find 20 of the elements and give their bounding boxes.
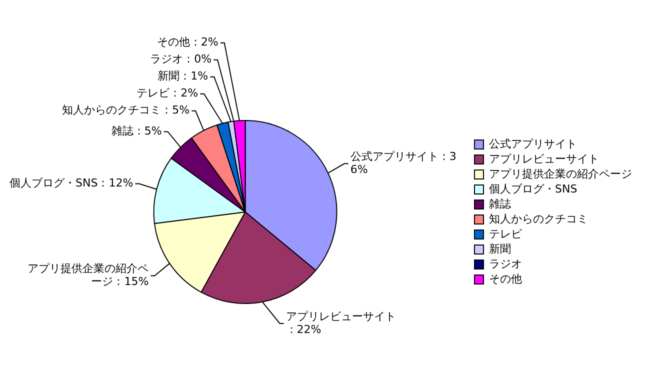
legend-label: 雑誌 [489,197,511,210]
text: ラジオ：0% [150,52,212,66]
legend-label: 知人からのクチコミ [489,212,588,226]
legend-label: 新聞 [489,242,511,256]
legend-label: その他 [489,272,522,286]
data-label: 個人ブログ・SNS：12% [10,176,134,190]
data-label: アプリ提供企業の紹介ページ：15% [28,262,149,288]
legend-label: 個人ブログ・SNS [489,182,578,196]
legend-label: アプリ提供企業の紹介ページ [489,167,632,180]
legend-label: ラジオ [489,257,522,270]
legend-label: 公式アプリサイト [489,137,577,150]
data-label: 雑誌：5% [111,124,162,138]
data-label: その他：2% [156,36,218,49]
data-label: テレビ：2% [136,86,198,100]
legend-label: テレビ [489,227,523,240]
data-label: 公式アプリサイト：36% [350,150,456,176]
data-label: 知人からのクチコミ：5% [62,104,190,117]
data-label: 新聞：1% [158,70,208,83]
legend-label: アプリレビューサイト [489,152,599,166]
data-label: アプリレビューサイト：22% [286,310,396,336]
